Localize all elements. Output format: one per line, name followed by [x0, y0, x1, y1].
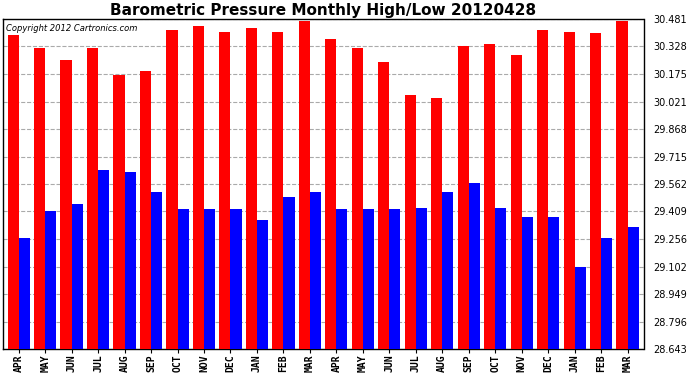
Bar [166, 30, 177, 349]
Bar [299, 21, 310, 349]
Bar [537, 30, 548, 349]
Bar [204, 210, 215, 349]
Bar [310, 192, 321, 349]
Bar [389, 210, 400, 349]
Bar [8, 35, 19, 349]
Bar [19, 238, 30, 349]
Bar [469, 183, 480, 349]
Bar [601, 238, 612, 349]
Bar [511, 55, 522, 349]
Bar [457, 46, 469, 349]
Bar [34, 48, 45, 349]
Bar [125, 172, 136, 349]
Bar [378, 62, 389, 349]
Bar [284, 197, 295, 349]
Bar [405, 94, 416, 349]
Bar [230, 210, 241, 349]
Bar [590, 33, 601, 349]
Bar [246, 28, 257, 349]
Bar [575, 267, 586, 349]
Bar [495, 208, 506, 349]
Bar [564, 32, 575, 349]
Bar [257, 220, 268, 349]
Bar [484, 44, 495, 349]
Title: Barometric Pressure Monthly High/Low 20120428: Barometric Pressure Monthly High/Low 201… [110, 3, 536, 18]
Bar [177, 210, 188, 349]
Bar [72, 204, 83, 349]
Bar [140, 71, 151, 349]
Text: Copyright 2012 Cartronics.com: Copyright 2012 Cartronics.com [6, 24, 137, 33]
Bar [98, 170, 109, 349]
Bar [442, 192, 453, 349]
Bar [219, 32, 230, 349]
Bar [337, 210, 348, 349]
Bar [45, 211, 57, 349]
Bar [616, 21, 628, 349]
Bar [522, 217, 533, 349]
Bar [151, 192, 162, 349]
Bar [87, 48, 98, 349]
Bar [416, 208, 427, 349]
Bar [431, 98, 442, 349]
Bar [273, 32, 284, 349]
Bar [113, 75, 125, 349]
Bar [352, 48, 363, 349]
Bar [628, 228, 639, 349]
Bar [548, 217, 560, 349]
Bar [325, 39, 337, 349]
Bar [193, 26, 204, 349]
Bar [363, 210, 374, 349]
Bar [61, 60, 72, 349]
